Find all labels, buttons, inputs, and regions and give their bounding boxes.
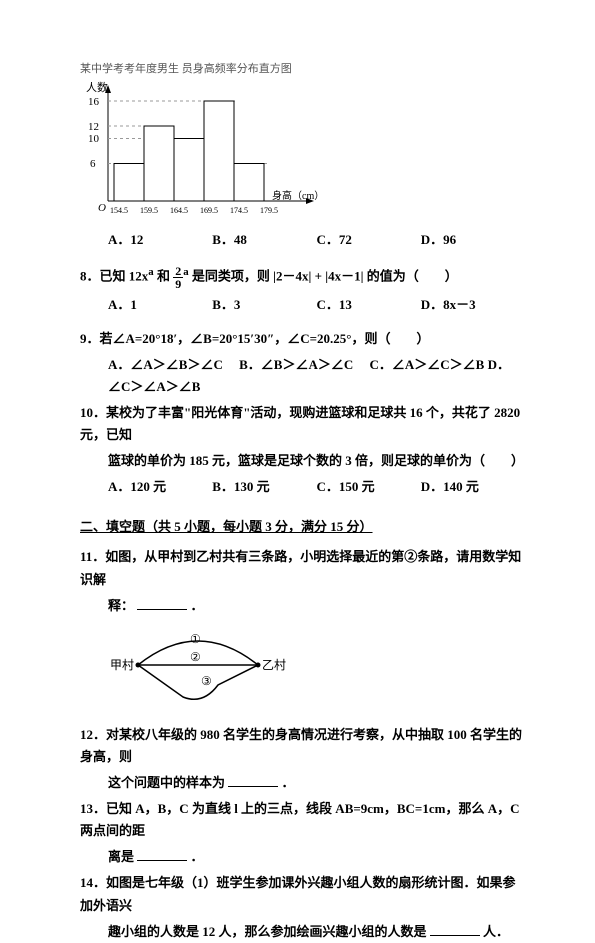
svg-text:②: ② <box>190 650 201 664</box>
section2-title: 二、填空题（共 5 小题，每小题 3 分，满分 15 分） <box>80 516 525 538</box>
svg-text:③: ③ <box>201 674 212 688</box>
opt-c: C．72 <box>317 229 421 251</box>
opt-a: A．12 <box>108 229 212 251</box>
histogram-chart: 人数 O 6 10 12 16 154.5 159.5 <box>80 81 320 221</box>
opt-a: A．∠A＞∠B＞∠C <box>108 357 223 372</box>
q13-line1: 13．已知 A，B，C 为直线 l 上的三点，线段 AB=9cm，BC=1cm，… <box>80 798 525 842</box>
q12-line2: 这个问题中的样本为 ． <box>108 772 525 794</box>
q8-b: 和 <box>157 268 173 283</box>
opt-d: D．8x－3 <box>421 294 525 316</box>
opt-b: B．130 元 <box>212 476 316 498</box>
y-axis-label: 人数 <box>86 81 108 94</box>
blank-field <box>137 847 187 861</box>
q8-a: 8．已知 12x <box>80 268 148 283</box>
opt-d: D．140 元 <box>421 476 525 498</box>
opt-b: B．∠B＞∠A＞∠C <box>239 357 353 372</box>
q13-line2: 离是 ． <box>108 846 525 868</box>
svg-text:179.5: 179.5 <box>260 206 278 215</box>
svg-text:①: ① <box>190 632 201 646</box>
svg-text:174.5: 174.5 <box>230 206 248 215</box>
opt-c: C．150 元 <box>317 476 421 498</box>
svg-text:169.5: 169.5 <box>200 206 218 215</box>
svg-text:159.5: 159.5 <box>140 206 158 215</box>
blank-field <box>430 922 480 936</box>
q9-text: 9．若∠A=20°18′，∠B=20°15′30″，∠C=20.25°，则（ ） <box>80 328 525 350</box>
page-container: 某中学考考年度男生 员身高频率分布直方图 人数 O 6 10 12 16 <box>80 60 525 943</box>
opt-b: B．48 <box>212 229 316 251</box>
q7-options: A．12 B．48 C．72 D．96 <box>108 229 525 251</box>
svg-text:16: 16 <box>88 96 100 108</box>
svg-text:154.5: 154.5 <box>110 206 128 215</box>
q8-text: 8．已知 12xa 和 2 9 a 是同类项，则 |2－4x| + |4x－1|… <box>80 263 525 290</box>
opt-b: B．3 <box>212 294 316 316</box>
opt-d: D．96 <box>421 229 525 251</box>
q9-options: A．∠A＞∠B＞∠C B．∠B＞∠A＞∠C C．∠A＞∠C＞∠B D．∠C＞∠A… <box>108 354 525 398</box>
svg-text:O: O <box>98 202 106 214</box>
q11-line1: 11．如图，从甲村到乙村共有三条路，小明选择最近的第②条路，请用数学知识解 <box>80 546 525 590</box>
opt-a: A．1 <box>108 294 212 316</box>
q14-line2: 趣小组的人数是 12 人，那么参加绘画兴趣小组的人数是 人． <box>108 921 525 943</box>
svg-text:10: 10 <box>88 133 100 145</box>
blank-field <box>137 596 187 610</box>
q11-diagram: ① ② ③ 甲村 乙村 <box>108 625 525 712</box>
svg-text:6: 6 <box>90 158 96 170</box>
svg-text:乙村: 乙村 <box>262 658 286 672</box>
chart-title: 某中学考考年度男生 员身高频率分布直方图 <box>80 60 525 79</box>
svg-text:甲村: 甲村 <box>110 658 134 672</box>
svg-text:身高（cm）: 身高（cm） <box>272 189 320 202</box>
q8-options: A．1 B．3 C．13 D．8x－3 <box>108 294 525 316</box>
opt-a: A．120 元 <box>108 476 212 498</box>
svg-text:164.5: 164.5 <box>170 206 188 215</box>
svg-text:12: 12 <box>88 121 99 133</box>
q14-line1: 14．如图是七年级（1）班学生参加课外兴趣小组人数的扇形统计图．如果参加外语兴 <box>80 872 525 916</box>
q10-line2: 篮球的单价为 185 元，篮球是足球个数的 3 倍，则足球的单价为（ ） <box>108 450 525 472</box>
opt-c: C．13 <box>317 294 421 316</box>
q11-line2: 释： ． <box>108 595 525 617</box>
q10-line1: 10．某校为了丰富"阳光体育"活动，现购进篮球和足球共 16 个，共花了 282… <box>80 402 525 446</box>
q12-line1: 12．对某校八年级的 980 名学生的身高情况进行考察，从中抽取 100 名学生… <box>80 724 525 768</box>
blank-field <box>228 773 278 787</box>
fraction-icon: 2 9 <box>173 265 183 290</box>
opt-c: C．∠A＞∠C＞∠B <box>370 357 485 372</box>
q8-c: 是同类项，则 |2－4x| + |4x－1| 的值为（ ） <box>192 268 458 283</box>
q10-options: A．120 元 B．130 元 C．150 元 D．140 元 <box>108 476 525 498</box>
